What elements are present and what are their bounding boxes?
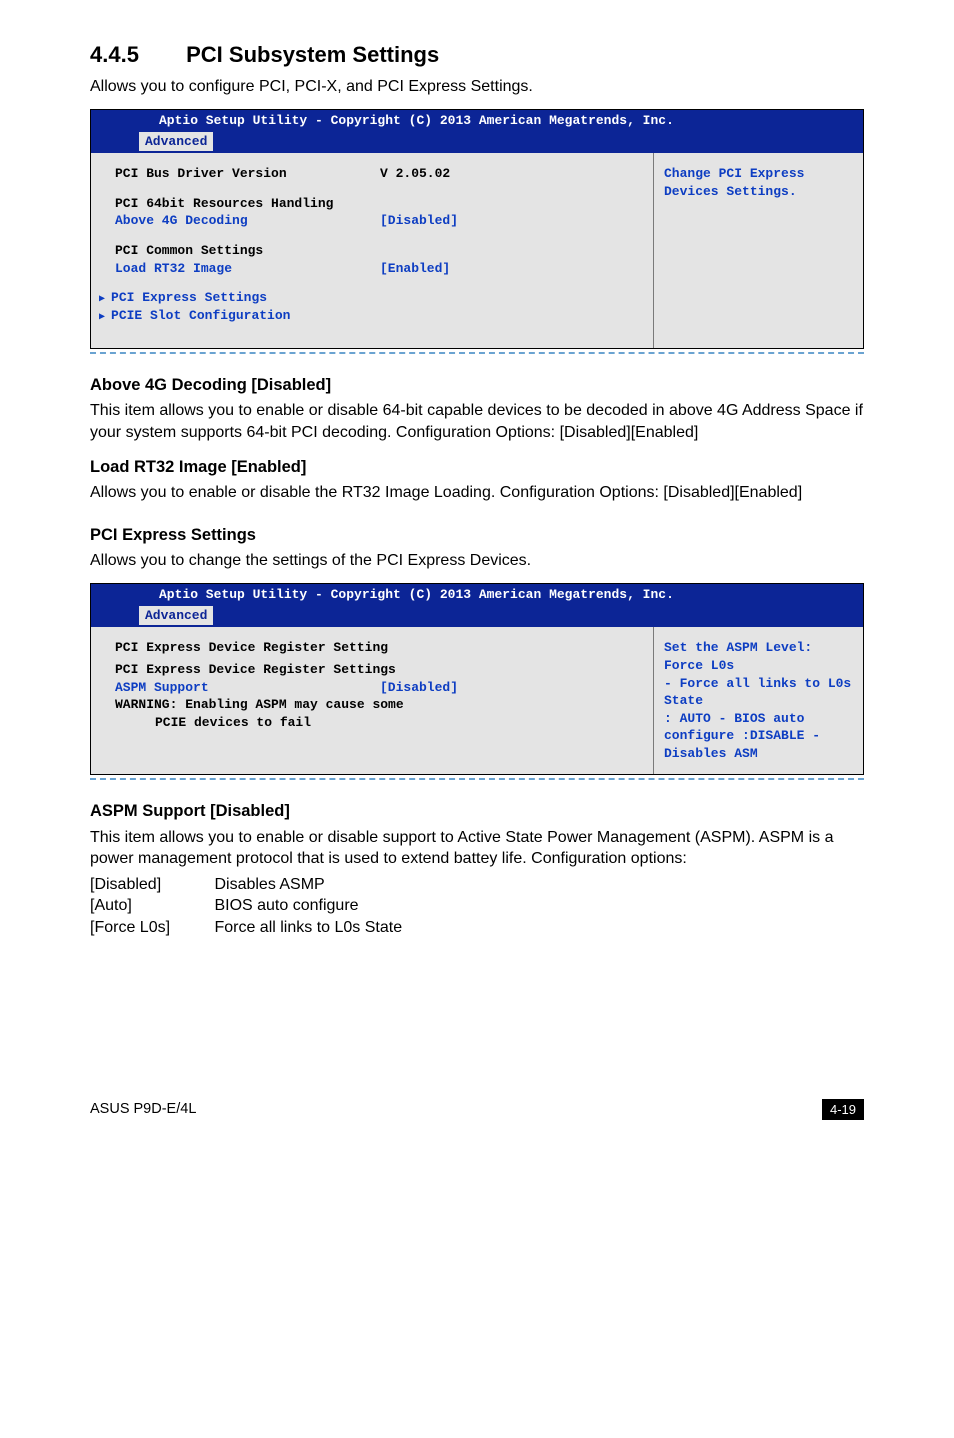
bios2-bottom-dashes <box>90 778 864 780</box>
aspm-opt-2-v: Force all links to L0s State <box>214 919 402 936</box>
bios1-slotcfg-link: PCIE Slot Configuration <box>115 307 645 325</box>
section-title: PCI Subsystem Settings <box>186 42 439 67</box>
rt32-heading: Load RT32 Image [Enabled] <box>90 456 864 478</box>
bios2-reg-settings-label: PCI Express Device Register Settings <box>115 661 645 679</box>
express-body: Allows you to change the settings of the… <box>90 550 864 572</box>
section-number: 4.4.5 <box>90 40 180 70</box>
bios1-bus-driver-value: V 2.05.02 <box>380 165 645 183</box>
bios1-rt32-label: Load RT32 Image <box>115 260 380 278</box>
bios2-active-tab: Advanced <box>139 606 213 626</box>
bios-screenshot-1: Aptio Setup Utility - Copyright (C) 2013… <box>90 109 864 349</box>
bios2-header: Aptio Setup Utility - Copyright (C) 2013… <box>91 584 863 627</box>
bios2-left-pane: PCI Express Device Register Setting PCI … <box>91 627 653 774</box>
aspm-opt-1-v: BIOS auto configure <box>214 897 358 914</box>
rt32-body: Allows you to enable or disable the RT32… <box>90 482 864 504</box>
section-heading: 4.4.5 PCI Subsystem Settings <box>90 40 864 70</box>
bios1-header: Aptio Setup Utility - Copyright (C) 2013… <box>91 110 863 153</box>
bios1-above4g-value: [Disabled] <box>380 212 645 230</box>
bios1-handling-label: PCI 64bit Resources Handling <box>115 195 645 213</box>
bios1-left-pane: PCI Bus Driver Version V 2.05.02 PCI 64b… <box>91 153 653 348</box>
section-intro: Allows you to configure PCI, PCI-X, and … <box>90 76 864 98</box>
bios1-common-label: PCI Common Settings <box>115 242 645 260</box>
bios2-warning1: WARNING: Enabling ASPM may cause some <box>115 696 645 714</box>
footer-right: 4-19 <box>822 1099 864 1121</box>
bios2-reg-setting-label: PCI Express Device Register Setting <box>115 639 645 657</box>
above4g-body: This item allows you to enable or disabl… <box>90 400 864 443</box>
bios2-warning2: PCIE devices to fail <box>115 714 645 732</box>
bios1-help-text: Change PCI Express Devices Settings. <box>664 166 804 199</box>
aspm-opt-1: [Auto] BIOS auto configure <box>90 895 864 917</box>
aspm-opt-0: [Disabled] Disables ASMP <box>90 874 864 896</box>
express-heading: PCI Express Settings <box>90 524 864 546</box>
bios1-bottom-dashes <box>90 352 864 354</box>
aspm-opt-0-k: [Disabled] <box>90 874 210 896</box>
bios1-above4g-label: Above 4G Decoding <box>115 212 380 230</box>
aspm-opt-1-k: [Auto] <box>90 895 210 917</box>
bios2-aspm-label: ASPM Support <box>115 679 380 697</box>
page-footer: ASUS P9D-E/4L 4-19 <box>90 1099 864 1121</box>
bios2-help-text: Set the ASPM Level: Force L0s - Force al… <box>664 640 851 760</box>
bios2-help-pane: Set the ASPM Level: Force L0s - Force al… <box>653 627 863 774</box>
aspm-opt-0-v: Disables ASMP <box>214 876 324 893</box>
bios1-header-text: Aptio Setup Utility - Copyright (C) 2013… <box>159 113 674 128</box>
aspm-opt-2: [Force L0s] Force all links to L0s State <box>90 917 864 939</box>
aspm-heading: ASPM Support [Disabled] <box>90 800 864 822</box>
bios2-aspm-value: [Disabled] <box>380 679 645 697</box>
bios-screenshot-2: Aptio Setup Utility - Copyright (C) 2013… <box>90 583 864 775</box>
above4g-heading: Above 4G Decoding [Disabled] <box>90 374 864 396</box>
bios1-help-pane: Change PCI Express Devices Settings. <box>653 153 863 348</box>
bios1-express-link: PCI Express Settings <box>115 289 645 307</box>
aspm-opt-2-k: [Force L0s] <box>90 917 210 939</box>
bios1-rt32-value: [Enabled] <box>380 260 645 278</box>
bios1-active-tab: Advanced <box>139 132 213 152</box>
bios2-header-text: Aptio Setup Utility - Copyright (C) 2013… <box>159 587 674 602</box>
bios1-bus-driver-label: PCI Bus Driver Version <box>115 165 380 183</box>
footer-left: ASUS P9D-E/4L <box>90 1100 196 1120</box>
aspm-body: This item allows you to enable or disabl… <box>90 827 864 870</box>
